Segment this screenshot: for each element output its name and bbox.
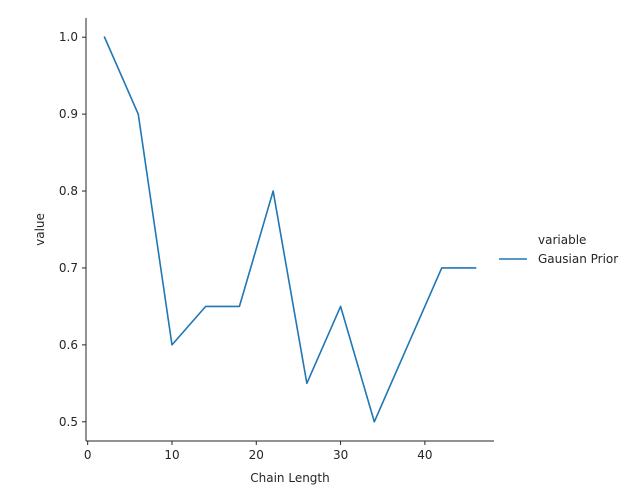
x-tick-label: 20 [249, 448, 264, 462]
x-tick-label: 10 [164, 448, 179, 462]
legend-series-label: Gausian Prior [538, 252, 618, 266]
y-axis-label: value [33, 213, 47, 246]
plot-area [103, 36, 477, 423]
y-tick-label: 0.6 [59, 338, 78, 352]
legend: variable Gausian Prior [499, 233, 618, 266]
x-tick-label: 0 [84, 448, 92, 462]
y-tick-label: 0.8 [59, 184, 78, 198]
y-tick-label: 1.0 [59, 30, 78, 44]
x-tick-label: 40 [417, 448, 432, 462]
legend-title: variable [538, 233, 586, 247]
y-tick-label: 0.9 [59, 107, 78, 121]
x-axis-label: Chain Length [250, 471, 329, 485]
series-line [103, 36, 477, 423]
y-tick-label: 0.5 [59, 415, 78, 429]
y-tick-label: 0.7 [59, 261, 78, 275]
x-tick-label: 30 [333, 448, 348, 462]
axes: 0 10 20 30 40 0.5 0.6 0.7 0.8 0.9 1.0 [59, 18, 494, 462]
